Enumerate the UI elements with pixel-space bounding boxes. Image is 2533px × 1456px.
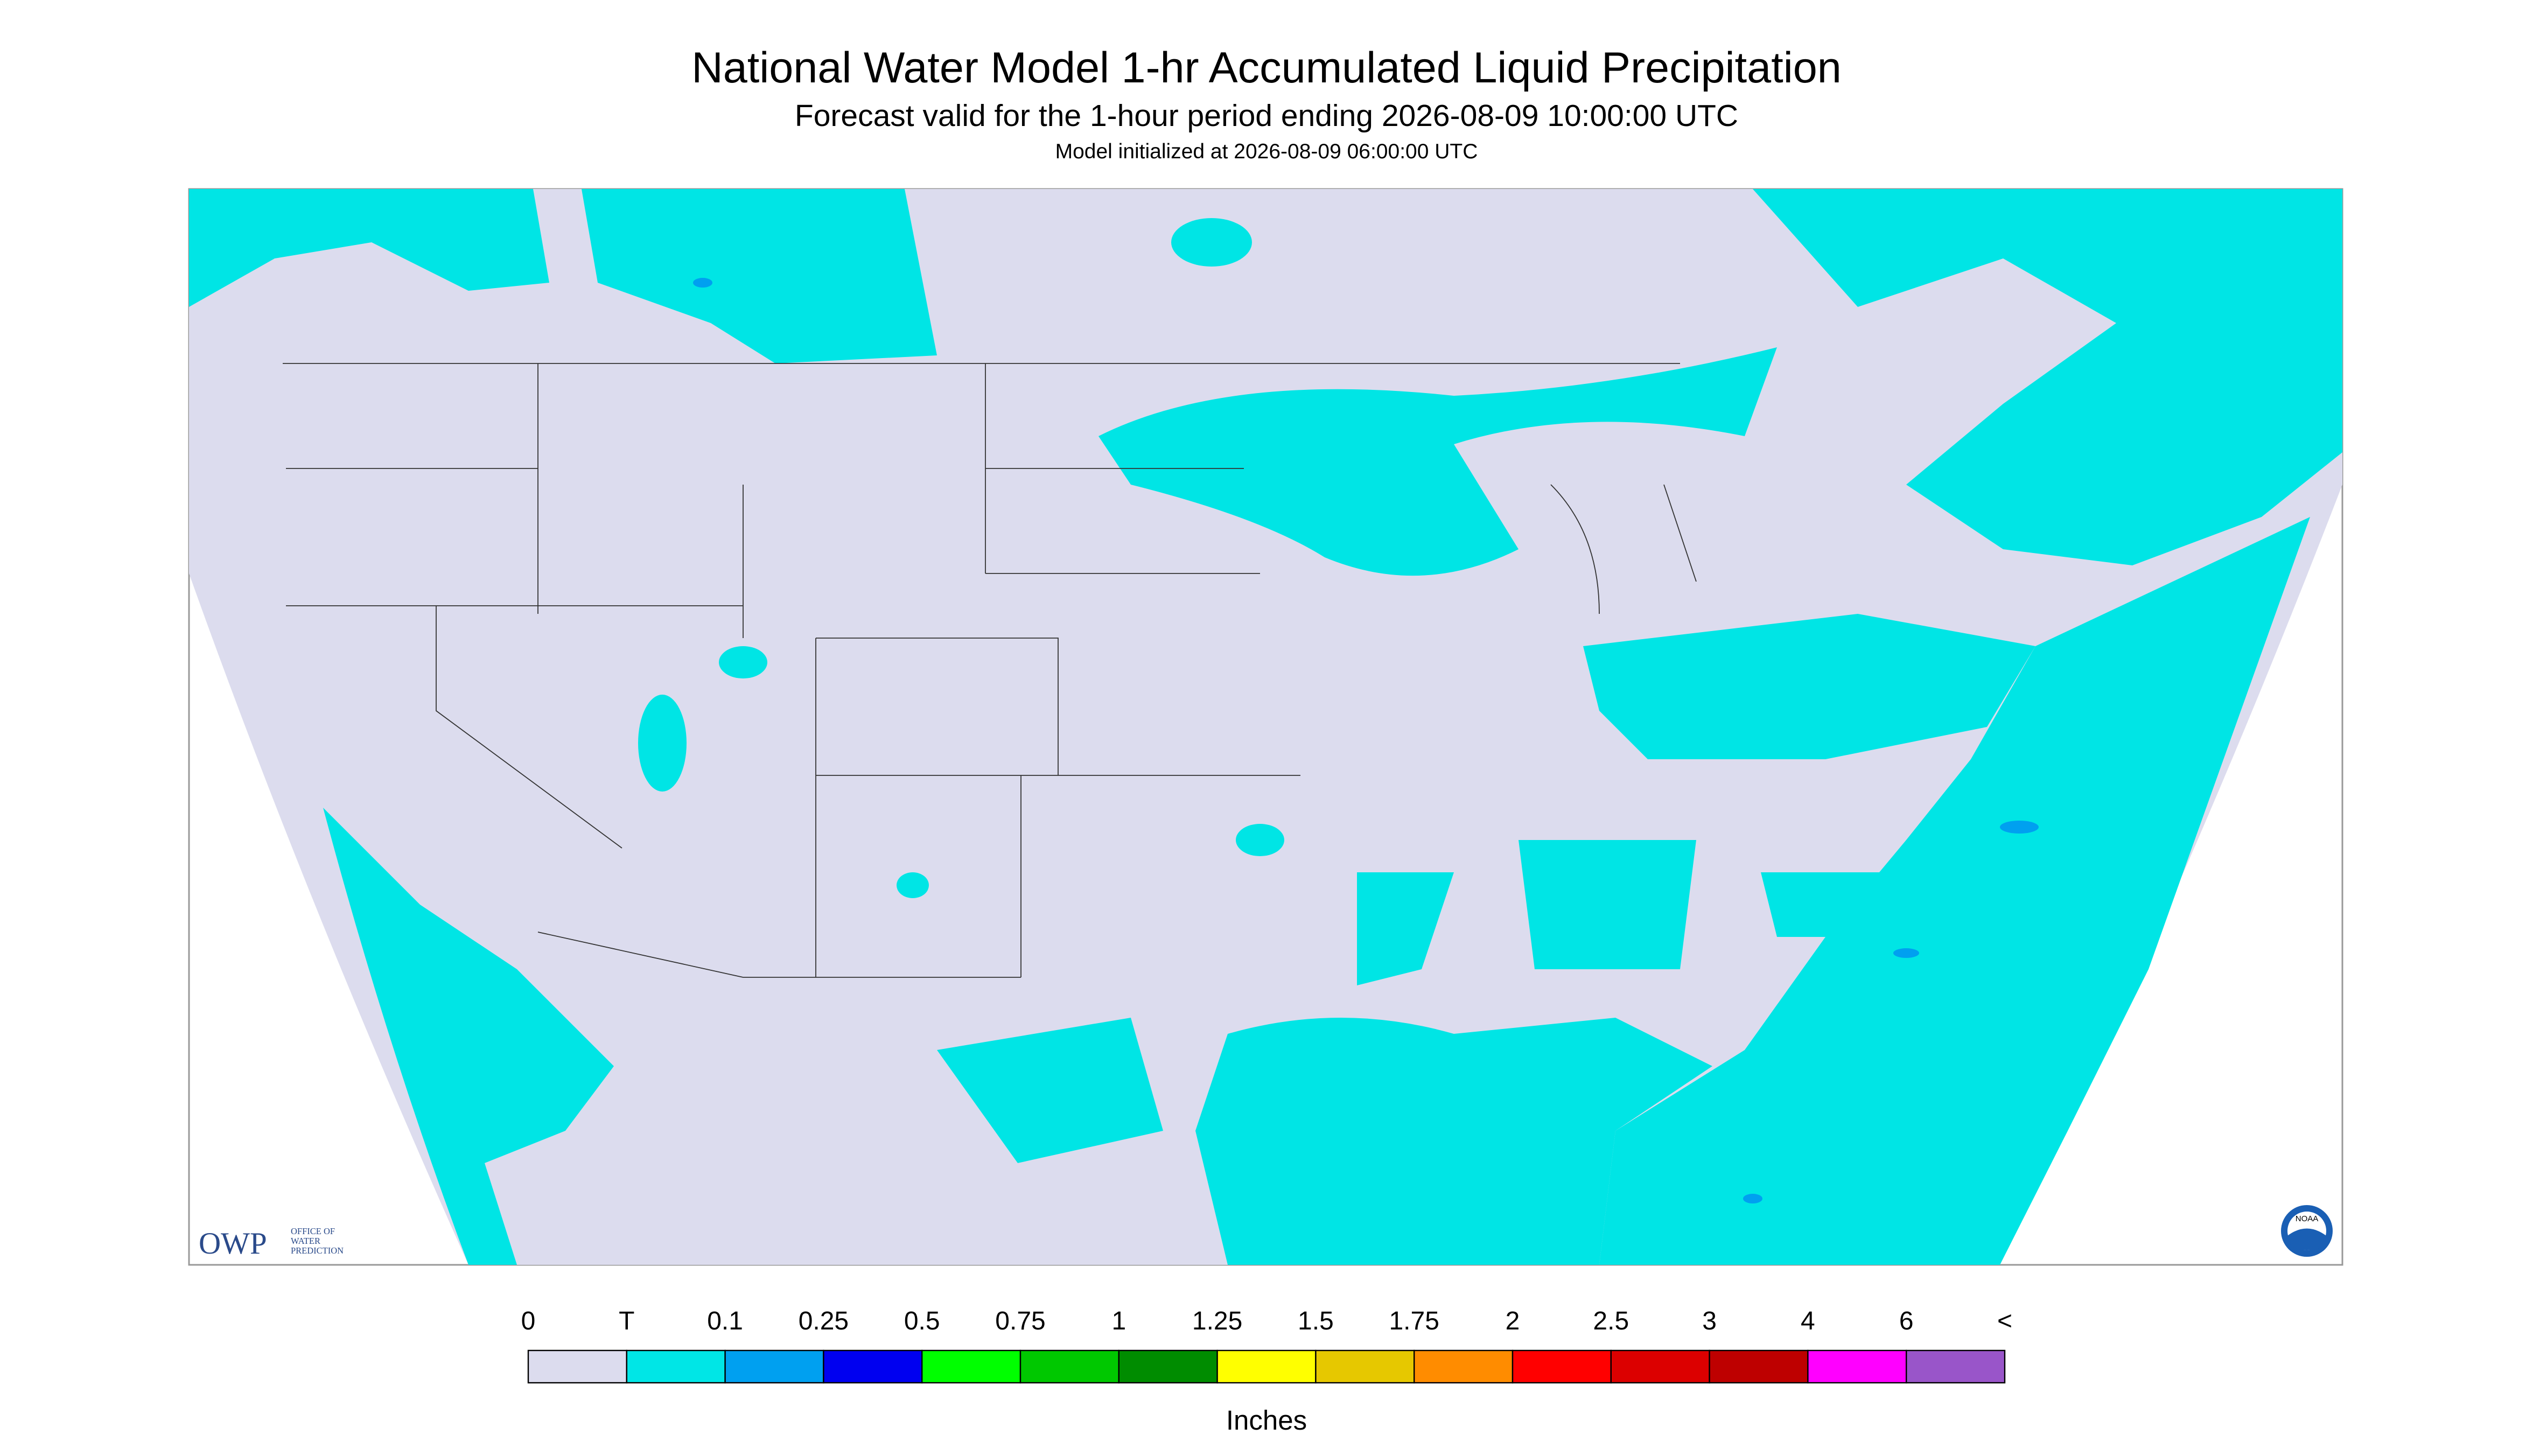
legend-label: T	[619, 1307, 634, 1335]
owp-text: WATER	[291, 1236, 320, 1246]
legend-swatch	[823, 1349, 923, 1384]
legend-label: 0.75	[995, 1307, 1045, 1335]
legend-swatch	[1315, 1349, 1415, 1384]
legend-swatch	[626, 1349, 726, 1384]
legend-swatch	[1414, 1349, 1514, 1384]
legend-label: 3	[1702, 1307, 1717, 1335]
legend-swatch	[1610, 1349, 1710, 1384]
noaa-logo: NOAA	[2296, 1214, 2319, 1223]
subtitle: Forecast valid for the 1-hour period end…	[795, 99, 1738, 133]
legend-label: 2	[1506, 1307, 1520, 1335]
legend-label: 2.5	[1593, 1307, 1629, 1335]
owp-text: PREDICTION	[291, 1245, 344, 1256]
legend-label: 4	[1801, 1307, 1815, 1335]
legend-label: 1.25	[1192, 1307, 1242, 1335]
legend-unit: Inches	[1226, 1405, 1307, 1436]
legend-swatch	[1807, 1349, 1907, 1384]
legend-swatch	[1118, 1349, 1218, 1384]
owp-text: OFFICE OF	[291, 1226, 335, 1236]
legend-swatch	[527, 1349, 628, 1384]
legend: 0 T 0.1 0.25 0.5 0.75 1 1.25 1.5 1.75 2 2.5 3 4 6 <	[521, 1307, 2012, 1384]
legend-label: 0.5	[904, 1307, 940, 1335]
legend-swatch	[1019, 1349, 1120, 1384]
owp-logo: OWP	[199, 1227, 267, 1261]
title: National Water Model 1-hr Accumulated Li…	[691, 44, 1842, 92]
legend-label: 0	[521, 1307, 536, 1335]
init-note: Model initialized at 2026-08-09 06:00:00…	[1055, 140, 1478, 163]
legend-label: 1.75	[1389, 1307, 1439, 1335]
legend-label: 0.25	[799, 1307, 849, 1335]
legend-swatch	[921, 1349, 1021, 1384]
legend-label: 1.5	[1298, 1307, 1334, 1335]
legend-label: <	[1997, 1307, 2012, 1335]
legend-label: 6	[1899, 1307, 1914, 1335]
legend-swatch	[1905, 1349, 2006, 1384]
legend-swatch	[1709, 1349, 1809, 1384]
legend-swatch	[1512, 1349, 1612, 1384]
legend-label: 1	[1111, 1307, 1126, 1335]
legend-swatch	[1216, 1349, 1317, 1384]
legend-swatch	[724, 1349, 824, 1384]
legend-label: 0.1	[707, 1307, 743, 1335]
map: OWP OFFICE OF WATER PREDICTION NOAA	[188, 188, 2343, 1266]
